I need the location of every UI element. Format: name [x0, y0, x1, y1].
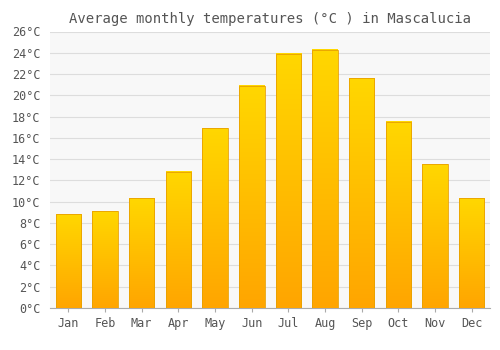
- Bar: [349, 78, 374, 308]
- Bar: [166, 172, 191, 308]
- Bar: [239, 86, 264, 308]
- Bar: [92, 211, 118, 308]
- Bar: [422, 164, 448, 308]
- Bar: [56, 215, 81, 308]
- Bar: [202, 128, 228, 308]
- Bar: [312, 50, 338, 308]
- Bar: [129, 198, 154, 308]
- Title: Average monthly temperatures (°C ) in Mascalucia: Average monthly temperatures (°C ) in Ma…: [69, 12, 471, 26]
- Bar: [459, 198, 484, 308]
- Bar: [386, 122, 411, 308]
- Bar: [276, 54, 301, 308]
